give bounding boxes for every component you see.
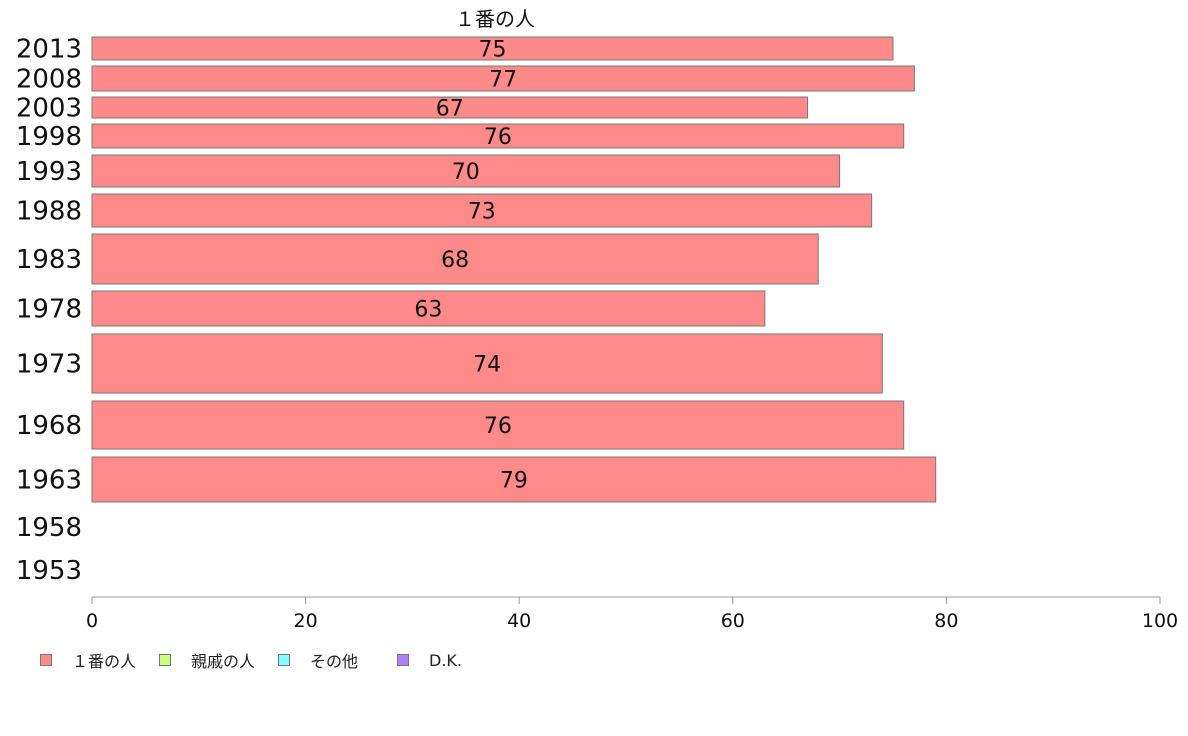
- y-tick-label-2008: 2008: [16, 65, 82, 95]
- legend-swatch-2: [159, 654, 171, 666]
- y-tick-label-1953: 1953: [16, 556, 82, 586]
- y-tick-label-1968: 1968: [16, 411, 82, 441]
- legend-item-1: １番の人: [40, 650, 137, 671]
- bar-1978: [91, 290, 766, 327]
- bar-1973: [91, 333, 883, 394]
- bar-2003: [91, 96, 809, 119]
- bar-1983: [91, 233, 819, 285]
- x-tick-label-60: 60: [721, 610, 745, 632]
- y-tick-label-1993: 1993: [16, 157, 82, 187]
- data-label-1968: 76: [484, 414, 512, 439]
- bar-1998: [91, 123, 905, 149]
- data-label-1978: 63: [414, 298, 442, 323]
- data-label-1973: 74: [473, 353, 501, 378]
- data-label-1998: 76: [484, 125, 512, 150]
- legend-label-1: １番の人: [72, 652, 137, 671]
- legend-label-2: 親戚の人: [191, 652, 256, 671]
- legend-swatch-1: [40, 654, 52, 666]
- x-tick-label-80: 80: [934, 610, 958, 632]
- bar-1988: [91, 193, 873, 228]
- bar-2008: [91, 65, 915, 92]
- data-label-2003: 67: [436, 97, 464, 122]
- x-tick-label-20: 20: [294, 610, 318, 632]
- bar-1993: [91, 154, 841, 188]
- legend-swatch-3: [278, 654, 290, 666]
- y-tick-label-1988: 1988: [16, 197, 82, 227]
- bar-1963: [91, 456, 937, 503]
- bar-1968: [91, 400, 905, 450]
- legend-swatch-4: [397, 654, 409, 666]
- legend-item-2: 親戚の人: [159, 650, 256, 671]
- bar-2013: [91, 36, 894, 61]
- y-tick-label-2003: 2003: [16, 94, 82, 124]
- data-label-1963: 79: [500, 469, 528, 494]
- y-tick-label-1978: 1978: [16, 295, 82, 325]
- legend-label-4: D.K.: [429, 650, 462, 670]
- x-axis: 0 20 40 60 80 100: [86, 596, 1178, 632]
- y-tick-label-1963: 1963: [16, 466, 82, 496]
- x-tick-label-40: 40: [507, 610, 531, 632]
- data-label-1988: 73: [468, 200, 496, 225]
- legend-label-3: その他: [310, 652, 359, 671]
- y-tick-label-1973: 1973: [16, 350, 82, 380]
- legend-item-4: D.K.: [397, 650, 462, 670]
- y-tick-label-1983: 1983: [16, 245, 82, 275]
- x-tick-label-100: 100: [1142, 610, 1178, 632]
- y-tick-label-2013: 2013: [16, 35, 82, 65]
- data-label-1983: 68: [441, 248, 469, 273]
- series-title: １番の人: [455, 7, 535, 31]
- legend-item-3: その他: [278, 650, 359, 671]
- data-label-2013: 75: [479, 38, 507, 63]
- data-label-2008: 77: [489, 68, 517, 93]
- data-label-1993: 70: [452, 160, 480, 185]
- y-tick-label-1998: 1998: [16, 122, 82, 152]
- y-tick-label-1958: 1958: [16, 513, 82, 543]
- x-tick-label-0: 0: [86, 610, 98, 632]
